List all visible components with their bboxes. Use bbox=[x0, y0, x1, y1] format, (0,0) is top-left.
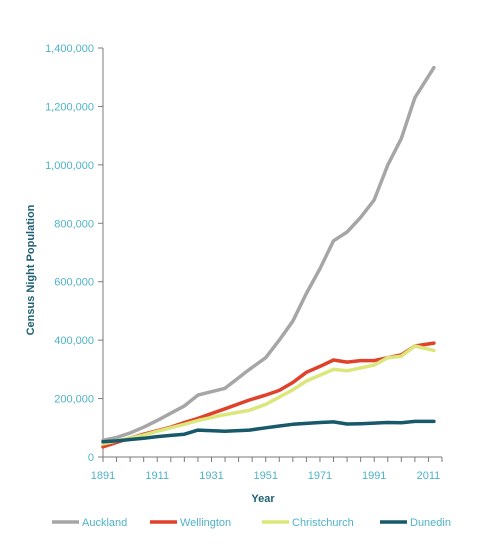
series-line-dunedin bbox=[101, 419, 436, 444]
y-tick-label: 1,400,000 bbox=[45, 43, 94, 55]
x-tick-label: 1931 bbox=[199, 470, 223, 482]
x-tick-label: 1891 bbox=[91, 470, 115, 482]
y-tick-label: 0 bbox=[88, 452, 94, 464]
x-tick-label: 1991 bbox=[362, 470, 386, 482]
series-lines bbox=[101, 65, 436, 449]
y-tick-label: 400,000 bbox=[54, 335, 94, 347]
series-line-christchurch bbox=[101, 344, 436, 446]
legend-label-christchurch: Christchurch bbox=[292, 517, 354, 529]
x-tick-label: 1951 bbox=[253, 470, 277, 482]
y-tick-label: 1,000,000 bbox=[45, 160, 94, 172]
axes: 0 200,000 400,000 600,000 800,000 1,000,000 1,… bbox=[45, 43, 443, 482]
x-tick-label: 1911 bbox=[145, 470, 169, 482]
y-tick-label: 200,000 bbox=[54, 394, 94, 406]
series-line-auckland bbox=[101, 65, 436, 443]
x-tick-label: 1971 bbox=[308, 470, 332, 482]
y-tick-label: 600,000 bbox=[54, 277, 94, 289]
legend: Auckland Wellington Christchurch Dunedin bbox=[52, 517, 451, 529]
legend-label-dunedin: Dunedin bbox=[410, 517, 451, 529]
y-axis-title: Census Night Population bbox=[25, 204, 37, 335]
legend-label-auckland: Auckland bbox=[82, 517, 127, 529]
legend-label-wellington: Wellington bbox=[180, 517, 231, 529]
y-tick-label: 1,200,000 bbox=[45, 101, 94, 113]
y-tick-label: 800,000 bbox=[54, 218, 94, 230]
x-axis-title: Year bbox=[251, 493, 275, 505]
x-tick-label: 2011 bbox=[417, 470, 441, 482]
